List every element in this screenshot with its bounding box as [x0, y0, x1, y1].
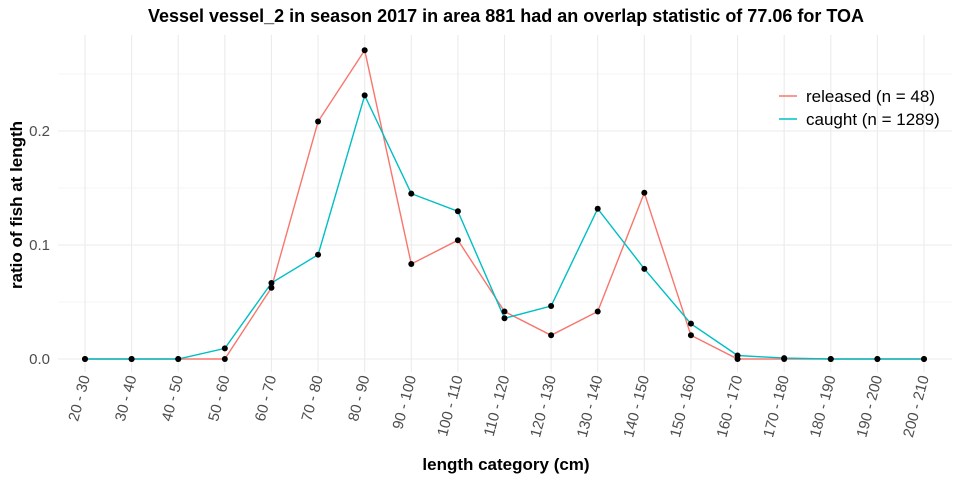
y-tick-label: 0.1	[29, 237, 50, 254]
legend-label-released: released (n = 48)	[806, 87, 935, 106]
data-points	[82, 47, 927, 362]
data-point-released	[268, 284, 275, 291]
y-tick-label: 0.0	[29, 351, 50, 368]
x-tick-label: 20 - 30	[65, 374, 94, 424]
x-tick-label: 100 - 110	[434, 374, 467, 439]
data-point-caught	[315, 251, 322, 258]
data-point-released	[454, 237, 461, 244]
y-axis-ticks: 0.0 0.1 0.2	[29, 123, 50, 368]
data-point-released	[315, 118, 322, 125]
data-point-caught	[175, 356, 182, 362]
x-tick-label: 200 - 210	[900, 374, 933, 440]
y-axis-title: ratio of fish at length	[7, 121, 26, 289]
data-point-caught	[408, 190, 415, 197]
data-point-caught	[827, 356, 834, 362]
x-tick-label: 170 - 180	[760, 374, 793, 440]
data-point-released	[548, 332, 555, 339]
x-tick-label: 50 - 60	[205, 374, 234, 424]
x-tick-label: 130 - 140	[574, 374, 607, 440]
data-point-caught	[548, 302, 555, 309]
x-tick-label: 80 - 90	[345, 374, 374, 424]
data-point-released	[361, 47, 368, 54]
chart-title: Vessel vessel_2 in season 2017 in area 8…	[148, 6, 864, 26]
data-point-caught	[128, 356, 135, 362]
data-point-released	[221, 356, 228, 362]
x-tick-label: 60 - 70	[252, 374, 281, 424]
x-tick-label: 70 - 80	[298, 374, 327, 424]
data-point-caught	[268, 279, 275, 286]
x-tick-label: 180 - 190	[807, 374, 840, 440]
data-point-caught	[594, 205, 601, 212]
data-point-released	[594, 308, 601, 315]
x-tick-label: 110 - 120	[481, 374, 514, 439]
data-point-caught	[687, 320, 694, 327]
legend-label-caught: caught (n = 1289)	[806, 110, 940, 129]
data-point-released	[687, 332, 694, 339]
data-point-caught	[454, 208, 461, 215]
x-tick-label: 90 - 100	[389, 374, 420, 432]
x-tick-label: 150 - 160	[667, 374, 700, 440]
x-tick-label: 160 - 170	[714, 374, 747, 440]
data-point-caught	[781, 355, 788, 362]
legend: released (n = 48) caught (n = 1289)	[779, 87, 940, 129]
data-point-caught	[221, 345, 228, 352]
data-point-released	[641, 189, 648, 196]
data-point-caught	[361, 92, 368, 99]
data-point-released	[501, 308, 508, 315]
x-tick-label: 120 - 130	[527, 374, 560, 440]
data-point-released	[408, 261, 415, 268]
data-point-caught	[874, 356, 881, 362]
data-point-caught	[82, 356, 88, 362]
data-point-caught	[641, 265, 648, 272]
data-point-caught	[734, 352, 741, 359]
data-point-caught	[921, 356, 927, 362]
x-tick-label: 190 - 200	[853, 374, 886, 440]
x-axis-ticks: 20 - 30 30 - 40 40 - 50 50 - 60 60 - 70 70 - …	[65, 374, 933, 440]
data-point-caught	[501, 315, 508, 322]
x-axis-title: length category (cm)	[422, 455, 589, 474]
y-tick-label: 0.2	[29, 123, 50, 140]
x-tick-label: 140 - 150	[620, 374, 653, 440]
x-tick-label: 30 - 40	[112, 374, 141, 424]
x-tick-label: 40 - 50	[159, 374, 188, 424]
grid-lines	[58, 35, 952, 372]
